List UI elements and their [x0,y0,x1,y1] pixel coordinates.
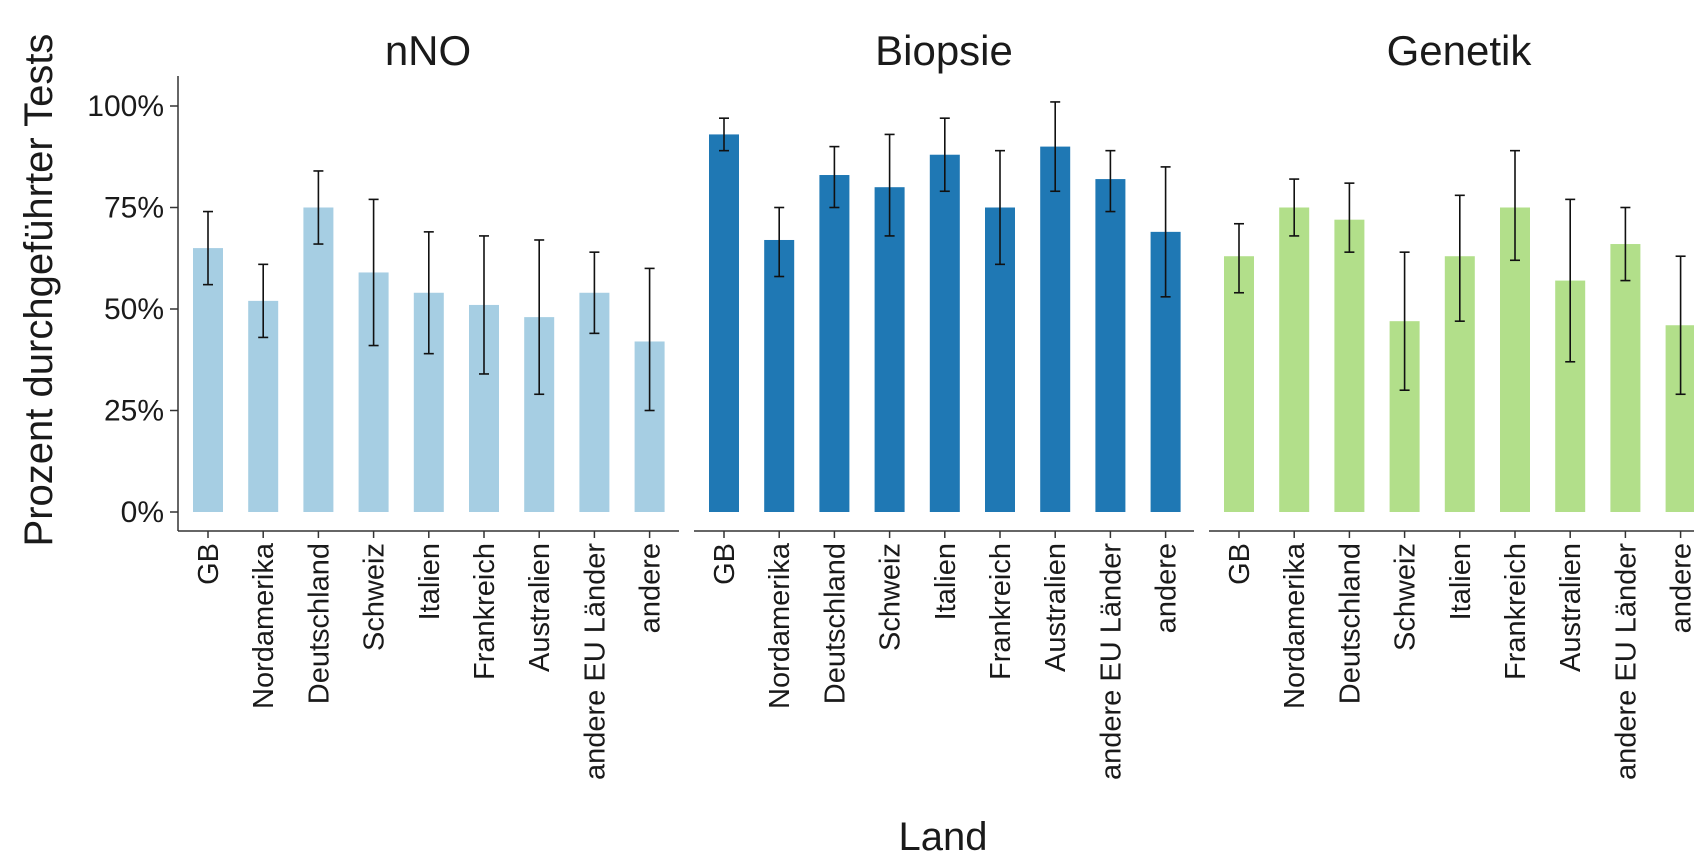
x-tick-label: Deutschland [303,543,335,704]
x-tick-label: andere [1666,543,1694,633]
panel-title: Genetik [1387,27,1533,74]
x-tick-label: Schweiz [359,543,391,651]
x-tick-label: GB [193,543,225,585]
x-tick-label: Australien [1555,543,1587,672]
bar [193,248,223,512]
x-tick-label: Nordamerika [1279,542,1311,709]
x-tick-label: Italien [1445,543,1477,620]
x-tick-label: andere EU Länder [579,543,611,780]
bar [1279,207,1310,512]
panel-nno: nNO GB Nordamerika Deutschland Schweiz Italie… [178,27,679,780]
y-tick-label: 100% [87,90,164,123]
bar [1610,244,1641,513]
bar [764,239,795,513]
x-tick-label: Deutschland [1334,543,1366,704]
bar [1224,256,1254,512]
panel-biopsie: Biopsie GB Nordamerika Deutschland Schweiz It… [694,27,1194,780]
panel-title: Biopsie [875,27,1013,74]
x-tick-label: Australien [524,543,556,672]
y-axis-title: Prozent durchgeführter Tests [17,34,61,547]
bar [709,134,739,513]
y-tick-label: 25% [104,395,164,428]
bar [819,175,850,512]
x-tick-label: Deutschland [819,543,851,704]
panels: nNO GB Nordamerika Deutschland Schweiz Italie… [178,27,1694,780]
y-tick-label: 50% [104,293,164,326]
bar [874,187,905,512]
y-axis: 0% 25% 50% 75% 100% [87,76,179,531]
panel-genetik: Genetik GB Nordamerika Deutschland Schweiz It… [1209,27,1694,780]
x-tick-label: GB [709,543,741,585]
x-tick-label: GB [1224,543,1256,585]
x-tick-label: Italien [414,543,446,620]
x-tick-label: Schweiz [1390,543,1422,651]
x-tick-label: Italien [930,543,962,620]
x-tick-label: andere [635,543,667,633]
bar [1095,179,1126,512]
x-tick-label: Frankreich [985,543,1017,680]
bar [303,207,334,512]
x-tick-label: andere EU Länder [1610,543,1642,780]
bar [1040,146,1071,512]
x-tick-label: Nordamerika [248,542,280,709]
x-axis-title: Land [899,815,988,859]
panel-title: nNO [385,27,471,74]
x-tick-label: Australien [1040,543,1072,672]
y-tick-label: 75% [104,192,164,225]
x-tick-label: Frankreich [1500,543,1532,680]
bar [929,154,960,512]
x-tick-label: andere EU Länder [1095,543,1127,780]
x-tick-label: Schweiz [875,543,907,651]
x-tick-label: andere [1151,543,1183,633]
x-tick-label: Nordamerika [764,542,796,709]
bar [1334,219,1365,512]
y-tick-label: 0% [121,496,164,529]
x-tick-label: Frankreich [469,543,501,680]
